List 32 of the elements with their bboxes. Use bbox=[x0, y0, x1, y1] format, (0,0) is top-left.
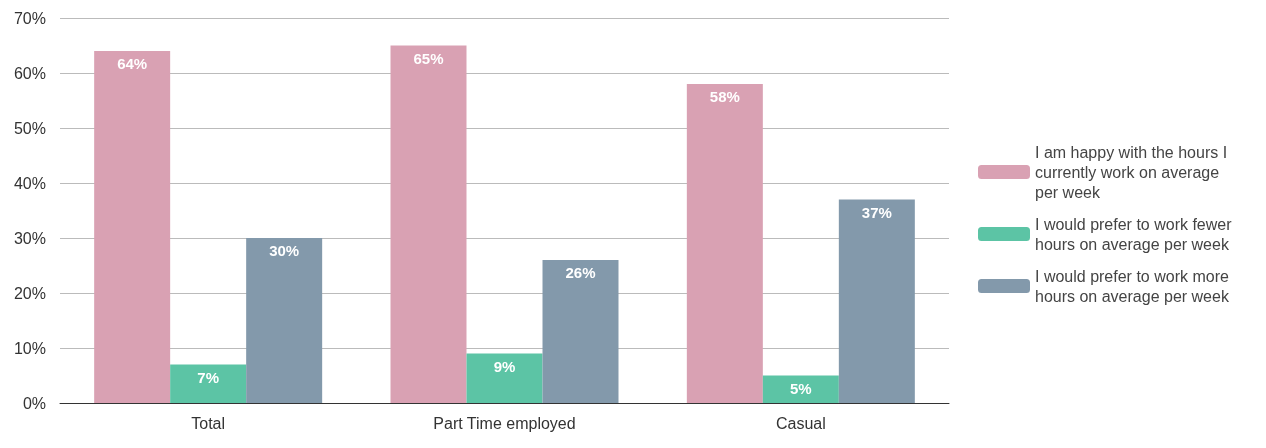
data-label: 7% bbox=[197, 368, 220, 386]
bar bbox=[170, 364, 247, 403]
bar bbox=[838, 199, 915, 403]
bar bbox=[466, 353, 543, 403]
legend-label: I would prefer to work more hours on average per week bbox=[1035, 267, 1234, 305]
data-label: 64% bbox=[117, 55, 148, 72]
y-tick-label: 0% bbox=[22, 394, 46, 412]
data-label: 9% bbox=[493, 357, 516, 375]
x-tick-label: Part Time employed bbox=[433, 414, 576, 432]
data-label: 65% bbox=[413, 49, 444, 67]
data-label: 30% bbox=[269, 242, 300, 259]
data-label: 26% bbox=[565, 264, 596, 281]
y-tick-label: 60% bbox=[13, 64, 46, 82]
bar bbox=[762, 375, 839, 403]
bar bbox=[246, 238, 323, 403]
data-label: 37% bbox=[861, 203, 892, 221]
bar bbox=[686, 84, 763, 403]
y-tick-label: 20% bbox=[13, 284, 46, 302]
data-label: 58% bbox=[709, 88, 740, 105]
legend-label: I am happy with the hours I currently work on average per week bbox=[1035, 143, 1232, 201]
bar bbox=[542, 260, 619, 403]
bar bbox=[390, 45, 467, 403]
y-tick-label: 10% bbox=[13, 339, 46, 357]
x-tick-label: Total bbox=[191, 414, 226, 432]
x-tick-label: Casual bbox=[775, 414, 826, 432]
y-tick-label: 70% bbox=[13, 9, 46, 27]
bar bbox=[94, 51, 171, 403]
y-tick-label: 50% bbox=[13, 119, 46, 137]
data-label: 5% bbox=[789, 379, 812, 397]
legend-label: I would prefer to work fewer hours on average per week bbox=[1035, 215, 1236, 253]
y-tick-label: 40% bbox=[13, 174, 46, 192]
y-tick-label: 30% bbox=[13, 229, 46, 247]
